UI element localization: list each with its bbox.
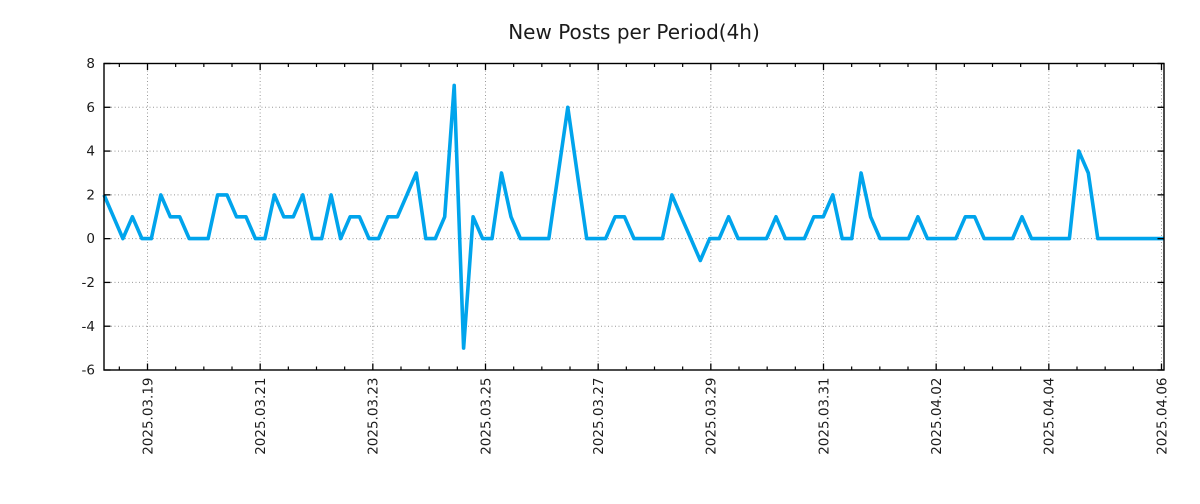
x-tick-label: 2025.03.25: [478, 378, 494, 455]
label-layer: 8 6 4 2 0 -2 -4 -6 2025.03.19 2025.03.21 2025.03.2…: [82, 56, 1171, 455]
y-tick-label: 6: [86, 100, 95, 116]
x-tick-label: 2025.03.19: [140, 378, 156, 455]
x-tick-label: 2025.03.29: [704, 378, 720, 455]
chart-title: New Posts per Period(4h): [508, 20, 760, 44]
x-tick-label: 2025.04.02: [929, 378, 945, 455]
x-tick-label: 2025.03.21: [253, 378, 269, 455]
x-tick-label: 2025.03.27: [591, 378, 607, 455]
x-tick-label: 2025.03.23: [366, 378, 382, 455]
y-tick-label: -4: [82, 319, 95, 335]
y-tick-label: 8: [86, 56, 95, 72]
y-tick-label: -6: [82, 363, 95, 379]
x-tick-label: 2025.03.31: [816, 378, 832, 455]
data-series-line: [102, 83, 1164, 350]
y-tick-label: -2: [82, 275, 95, 291]
series-layer: [102, 83, 1164, 350]
y-tick-label: 2: [86, 187, 95, 203]
x-tick-label: 2025.04.06: [1154, 378, 1170, 455]
tick-layer: [104, 62, 1164, 371]
y-tick-label: 4: [86, 144, 95, 160]
y-tick-label: 0: [86, 231, 95, 247]
plot-border: [103, 62, 1165, 371]
x-tick-label: 2025.04.04: [1042, 378, 1058, 455]
grid-layer: [104, 63, 1164, 370]
